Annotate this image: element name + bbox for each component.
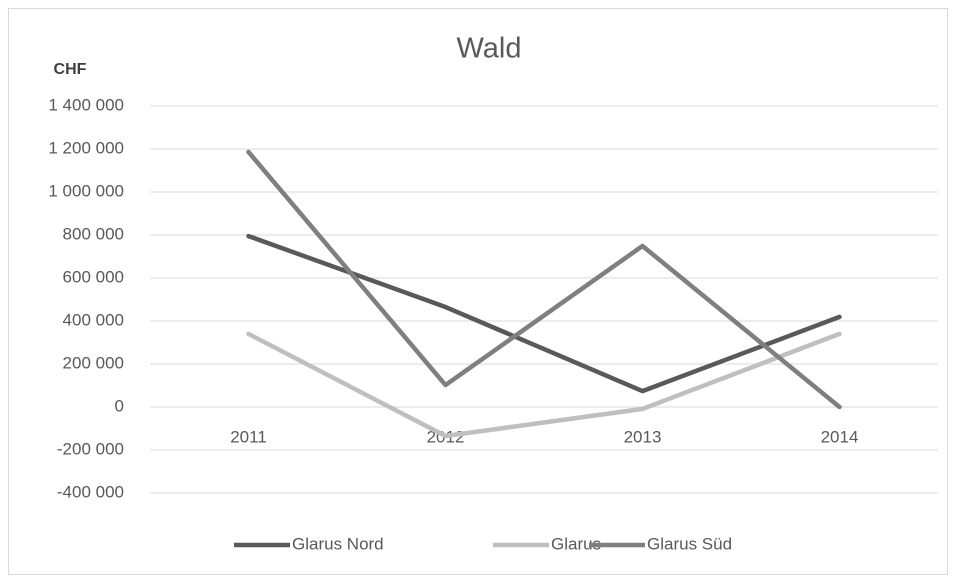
y-tick-label: 0: [115, 396, 124, 415]
legend-label: Glarus Süd: [647, 534, 732, 553]
y-tick-label: 600 000: [63, 267, 124, 286]
legend-label: Glarus Nord: [292, 534, 384, 553]
chart-border: [8, 8, 948, 575]
y-tick-label: 800 000: [63, 224, 124, 243]
x-tick-label: 2014: [821, 427, 859, 446]
y-tick-label: 400 000: [63, 310, 124, 329]
x-tick-label: 2013: [624, 427, 662, 446]
y-tick-label: -400 000: [57, 482, 124, 501]
x-tick-label: 2011: [230, 427, 267, 446]
y-tick-label: 1 000 000: [48, 181, 124, 200]
series-line: [246, 149, 842, 410]
legend-label: Glarus: [551, 534, 601, 553]
chart-title: Wald: [457, 33, 522, 65]
series-line: [246, 331, 842, 439]
y-tick-label: 1 200 000: [48, 138, 124, 157]
y-axis-label: CHF: [54, 61, 87, 78]
y-tick-label: -200 000: [57, 439, 124, 458]
y-tick-label: 200 000: [63, 353, 124, 372]
y-tick-label: 1 400 000: [48, 95, 124, 114]
